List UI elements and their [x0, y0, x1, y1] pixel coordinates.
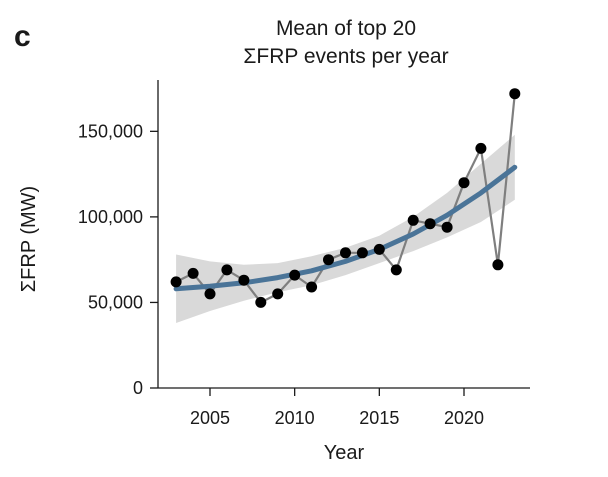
y-tick-label: 50,000 — [88, 292, 143, 312]
x-tick-label: 2010 — [275, 408, 315, 428]
data-point — [407, 214, 419, 226]
data-point — [323, 254, 334, 266]
x-tick-label: 2005 — [190, 408, 230, 428]
data-point — [475, 142, 487, 154]
chart-title-line-2: ΣFRP events per year — [243, 45, 448, 68]
x-tick-label: 2020 — [444, 408, 484, 428]
data-marker-layer — [170, 88, 521, 308]
y-tick-label: 150,000 — [78, 121, 143, 141]
data-point — [356, 247, 368, 259]
data-point — [204, 288, 216, 300]
y-ticks: 0 50,000 100,000 150,000 — [78, 121, 158, 398]
y-tick-label: 0 — [133, 378, 143, 398]
data-point — [272, 288, 284, 300]
data-point — [170, 276, 182, 288]
data-point — [289, 269, 301, 281]
data-point — [221, 264, 233, 276]
data-point — [492, 259, 504, 271]
data-point — [441, 221, 453, 233]
trend-line — [173, 164, 518, 292]
confidence-band — [176, 134, 515, 323]
y-tick-label: 100,000 — [78, 207, 143, 227]
data-point — [238, 274, 250, 286]
data-point — [458, 177, 470, 189]
x-axis-title: Year — [324, 442, 365, 464]
data-point — [255, 296, 267, 308]
panel-label: c — [14, 20, 31, 53]
trend-line-layer — [173, 164, 518, 292]
data-point — [373, 243, 385, 255]
data-point — [187, 267, 199, 279]
data-point — [306, 281, 318, 293]
chart-title-line-1: Mean of top 20 — [276, 17, 416, 40]
x-ticks: 2005 2010 2015 2020 — [190, 388, 484, 428]
y-axis-title: ΣFRP (MW) — [18, 186, 40, 292]
x-tick-label: 2015 — [359, 408, 399, 428]
data-point — [509, 88, 521, 100]
data-point — [424, 218, 436, 230]
data-point — [390, 264, 402, 276]
confidence-band-layer — [176, 134, 515, 323]
data-point — [340, 247, 351, 259]
